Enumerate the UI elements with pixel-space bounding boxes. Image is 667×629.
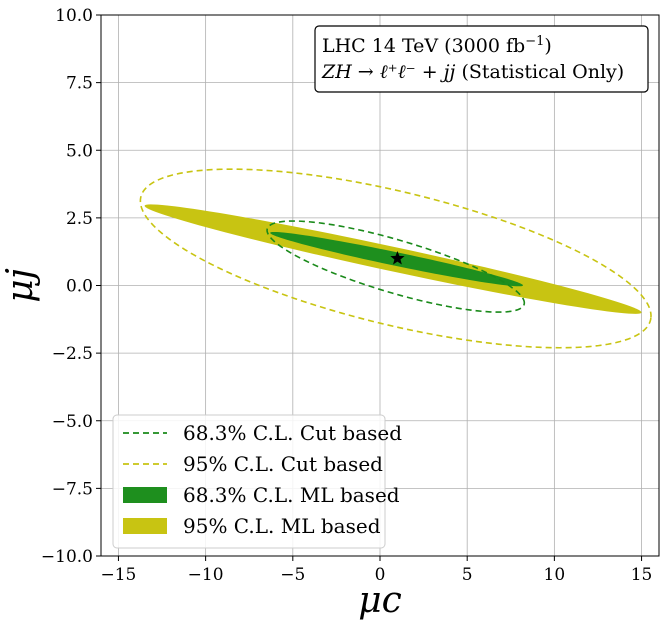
best-fit-star (390, 250, 405, 265)
contour-68-3-c-l-cut-based (266, 220, 526, 313)
info-line-2-text: (Statistical Only) (455, 61, 624, 83)
x-tick-label: −15 (100, 565, 136, 585)
info-line-1-end: ) (544, 35, 551, 57)
info-annotation-box (314, 25, 649, 93)
legend-label: 95% C.L. ML based (183, 514, 381, 538)
legend: 68.3% C.L. Cut based 95% C.L. Cut based 68… (112, 414, 402, 549)
info-annotation: LHC 14 TeV (3000 fb−1) ZH → ℓ⁺ℓ⁻ + jj (S… (314, 25, 649, 93)
ticks: −15 −10 −5 0 5 10 15 −10.0 −7.5 −5.0 −2.5 0.0 2.5 5.0… (41, 6, 652, 585)
info-line-1-text: LHC 14 TeV (3000 fb (322, 35, 525, 57)
x-tick-label: 10 (544, 565, 566, 585)
y-tick-label: −7.5 (52, 479, 93, 499)
contour-95-c-l-cut-based (139, 168, 652, 349)
y-tick-label: −10.0 (41, 547, 93, 567)
x-tick-label: 15 (631, 565, 653, 585)
y-tick-label: 10.0 (55, 6, 93, 26)
y-tick-label: 7.5 (66, 74, 93, 94)
y-tick-label: −5.0 (52, 412, 93, 432)
x-tick-label: −10 (188, 565, 224, 585)
legend-swatch (123, 518, 167, 534)
x-tick-label: 5 (462, 565, 473, 585)
x-tick-label: 0 (375, 565, 386, 585)
legend-label: 68.3% C.L. ML based (183, 483, 400, 507)
info-line-2: ZH → ℓ⁺ℓ⁻ + jj (Statistical Only) (321, 61, 624, 83)
legend-label: 68.3% C.L. Cut based (183, 421, 402, 445)
legend-swatch (123, 487, 167, 503)
y-tick-label: 0.0 (66, 277, 93, 297)
info-line-2-math: ZH → ℓ⁺ℓ⁻ + jj (321, 61, 456, 83)
y-axis-label: μj (0, 268, 41, 303)
x-axis-label: μc (358, 580, 402, 621)
x-tick-label: −5 (280, 565, 305, 585)
legend-label: 95% C.L. Cut based (183, 452, 383, 476)
y-tick-label: 2.5 (66, 209, 93, 229)
info-line-1-sup: −1 (525, 34, 544, 49)
y-tick-label: −2.5 (52, 344, 93, 364)
data-layer (139, 168, 652, 349)
legend-box (112, 414, 386, 549)
y-tick-label: 5.0 (66, 141, 93, 161)
info-line-1: LHC 14 TeV (3000 fb−1) (322, 34, 552, 58)
